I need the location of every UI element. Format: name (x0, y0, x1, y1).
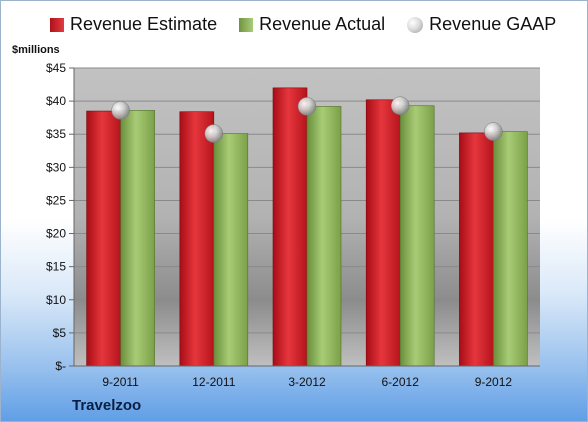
legend-item-gaap: Revenue GAAP (407, 14, 556, 35)
y-tick-label: $15 (46, 260, 66, 274)
bar-revenue-estimate (365, 99, 401, 367)
marker-revenue-gaap (111, 101, 130, 120)
marker-revenue-gaap (484, 122, 503, 141)
bar-revenue-actual (399, 105, 435, 367)
x-tick-label: 3-2012 (288, 375, 326, 389)
y-tick-label: $30 (46, 160, 66, 174)
marker-revenue-gaap (204, 124, 224, 143)
y-tick-label: $35 (46, 127, 66, 141)
marker-revenue-gaap (390, 96, 410, 115)
legend-label-actual: Revenue Actual (259, 14, 386, 34)
y-tick-label: $- (55, 359, 66, 373)
company-name: Travelzoo (72, 397, 142, 414)
legend-swatch-gaap (407, 16, 424, 33)
bar-revenue-actual (213, 133, 249, 367)
x-tick-label: 9-2012 (475, 375, 513, 389)
legend-label-estimate: Revenue Estimate (70, 14, 218, 34)
x-tick-label: 12-2011 (192, 375, 235, 389)
marker-revenue-gaap (297, 97, 317, 116)
y-tick-label: $20 (46, 227, 66, 241)
bar-revenue-estimate (272, 87, 308, 367)
y-tick-label: $10 (46, 293, 66, 307)
legend-item-estimate: Revenue Estimate (50, 14, 217, 35)
bar-revenue-actual (120, 110, 155, 367)
legend-item-actual: Revenue Actual (239, 14, 385, 35)
legend: Revenue Estimate Revenue Actual Revenue … (50, 14, 578, 35)
y-tick-label: $5 (53, 326, 67, 340)
legend-swatch-actual (239, 17, 254, 32)
bar-revenue-estimate (179, 111, 215, 367)
bar-revenue-actual (306, 106, 342, 367)
legend-label-gaap: Revenue GAAP (429, 14, 557, 34)
bar-revenue-actual (493, 131, 528, 367)
y-tick-label: $40 (46, 94, 66, 108)
x-tick-label: 6-2012 (382, 375, 420, 389)
y-tick-label: $45 (46, 61, 66, 75)
y-unit-label: $millions (12, 44, 60, 56)
bar-revenue-estimate (86, 110, 121, 367)
y-tick-label: $25 (46, 193, 66, 207)
bar-revenue-estimate (459, 132, 494, 367)
legend-swatch-estimate (50, 17, 64, 32)
x-tick-label: 9-2011 (102, 375, 139, 389)
